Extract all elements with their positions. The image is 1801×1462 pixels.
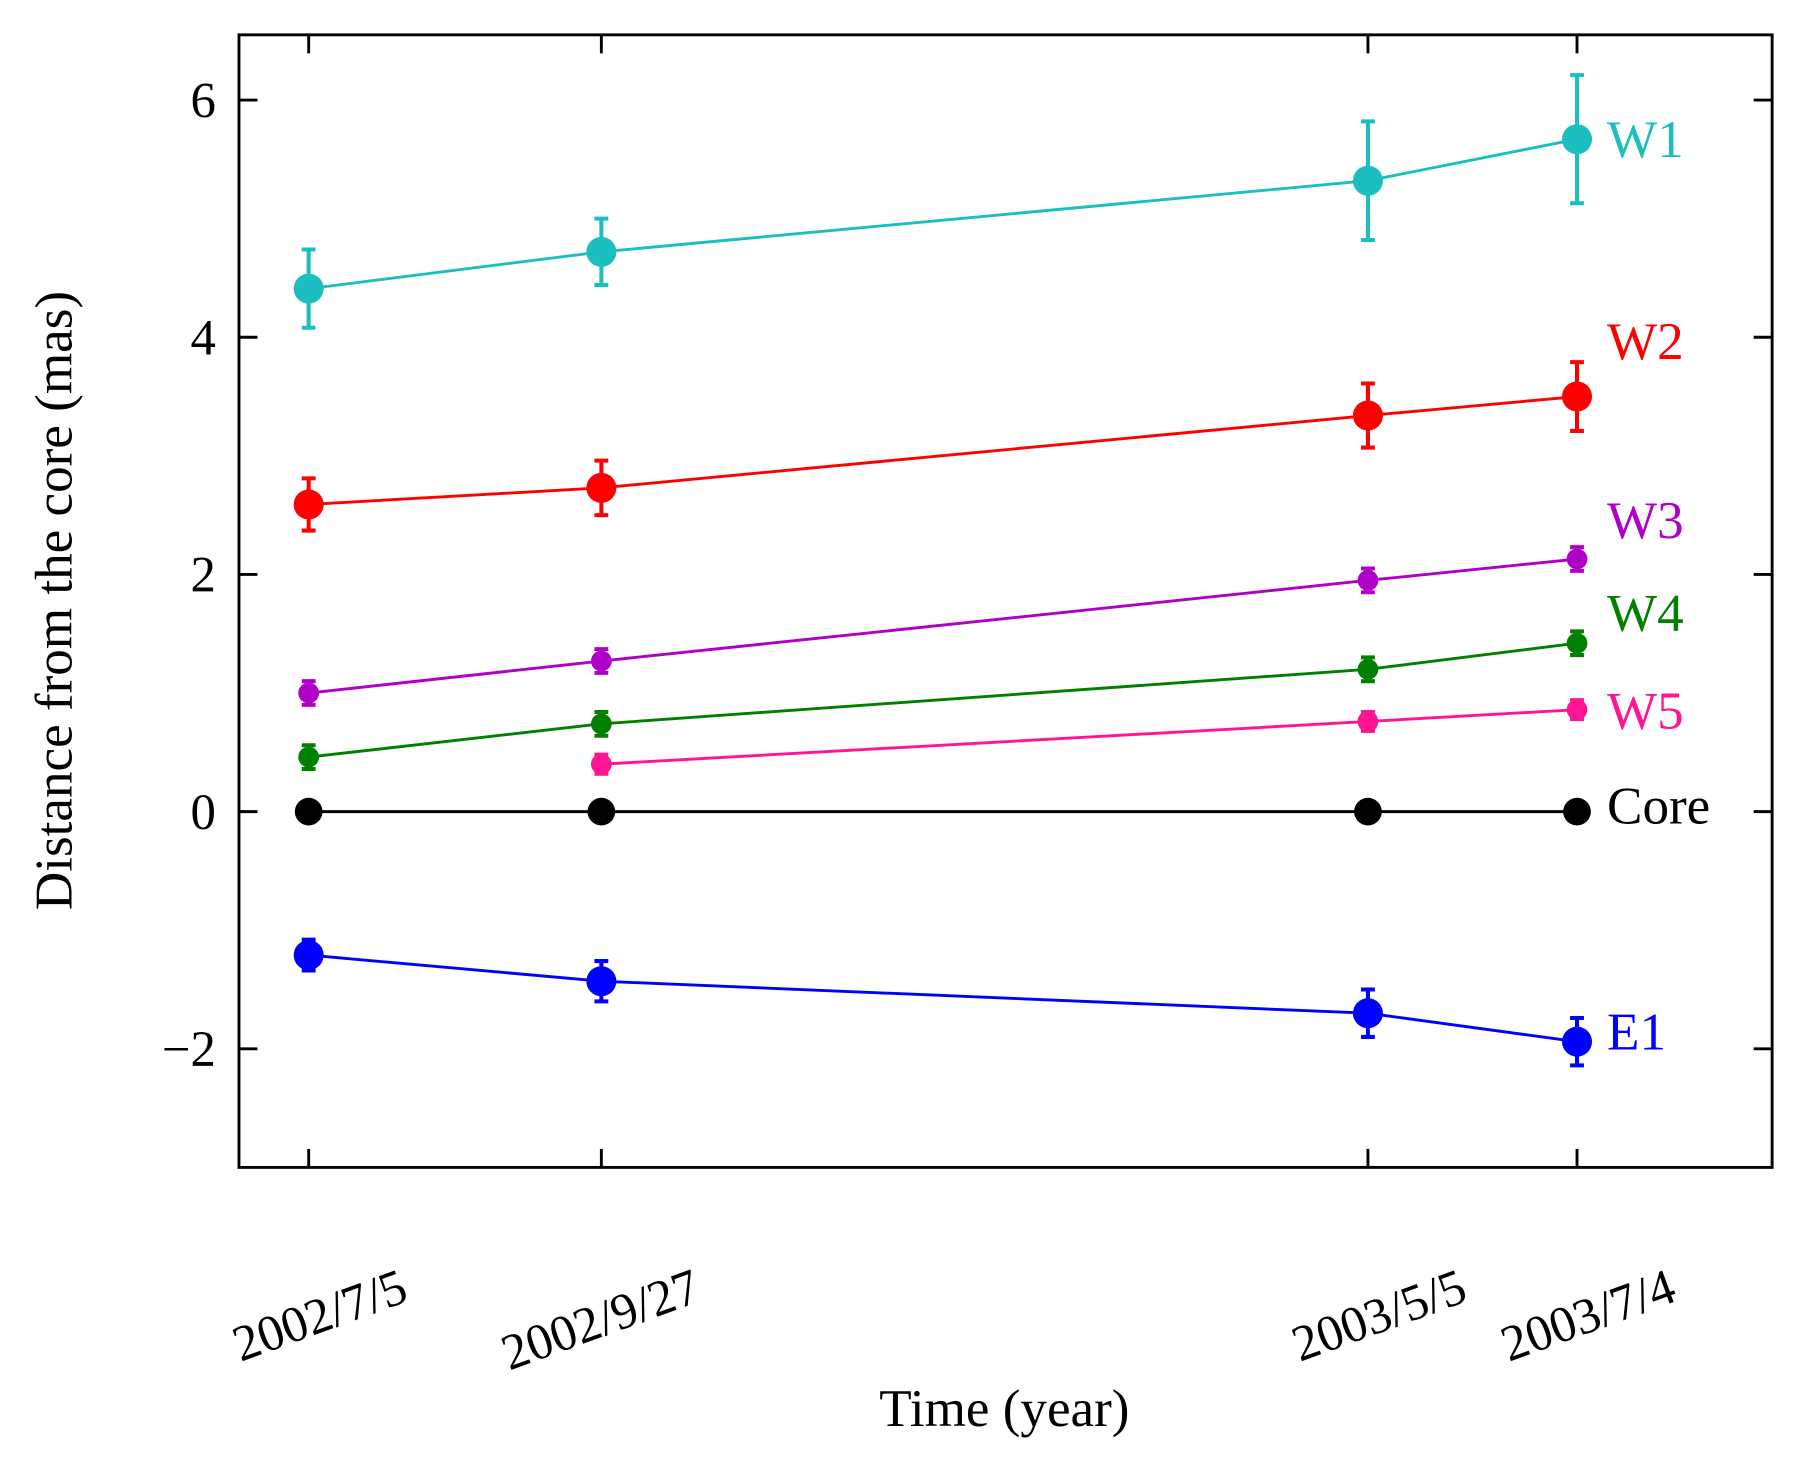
marker — [1562, 1026, 1593, 1057]
marker — [1354, 797, 1382, 826]
marker — [590, 650, 612, 672]
series-label: W1 — [1607, 111, 1684, 169]
marker — [1566, 632, 1588, 654]
series-label: W2 — [1607, 313, 1684, 371]
marker — [298, 746, 320, 768]
marker — [587, 797, 616, 826]
marker — [293, 489, 324, 520]
series-line — [308, 557, 1578, 695]
marker — [1563, 797, 1591, 826]
series-label: W5 — [1607, 683, 1684, 741]
marker — [1562, 124, 1593, 155]
marker — [1352, 165, 1383, 196]
marker — [1562, 381, 1593, 412]
marker — [1566, 699, 1588, 721]
marker — [1357, 658, 1379, 680]
x-axis-title: Time (year) — [879, 1380, 1129, 1438]
series-line — [308, 137, 1578, 291]
marker — [298, 682, 320, 704]
y-tick-label: 6 — [190, 72, 215, 128]
marker — [590, 713, 612, 735]
y-tick-label: 2 — [190, 547, 215, 603]
series-label: W4 — [1607, 585, 1684, 643]
series-line — [308, 953, 1578, 1044]
marker — [1357, 569, 1379, 591]
y-tick-label: 4 — [190, 310, 215, 366]
series-label: W3 — [1607, 492, 1684, 550]
marker — [586, 966, 617, 997]
x-tick-label: 2002/9/27 — [494, 1258, 707, 1381]
plot-frame — [237, 33, 1774, 1169]
y-tick-label: 0 — [190, 784, 215, 840]
series-line — [308, 641, 1578, 759]
x-tick-label: 2003/5/5 — [1284, 1258, 1473, 1372]
x-tick-label: 2002/7/5 — [225, 1258, 414, 1372]
marker — [1352, 400, 1383, 431]
marker — [1566, 548, 1588, 570]
marker — [1352, 998, 1383, 1029]
marker — [1357, 711, 1379, 732]
marker — [293, 940, 324, 971]
marker — [294, 797, 323, 826]
series-label: E1 — [1607, 1004, 1666, 1062]
marker — [590, 753, 612, 775]
marker — [586, 236, 617, 267]
y-tick-label: −2 — [162, 1021, 216, 1077]
marker — [293, 273, 324, 304]
series-line — [601, 708, 1578, 766]
series-line — [308, 395, 1578, 506]
y-axis-title: Distance from the core (mas) — [26, 291, 84, 910]
x-tick-label: 2003/7/4 — [1494, 1258, 1683, 1372]
series-label: Core — [1607, 777, 1710, 835]
marker — [586, 472, 617, 503]
